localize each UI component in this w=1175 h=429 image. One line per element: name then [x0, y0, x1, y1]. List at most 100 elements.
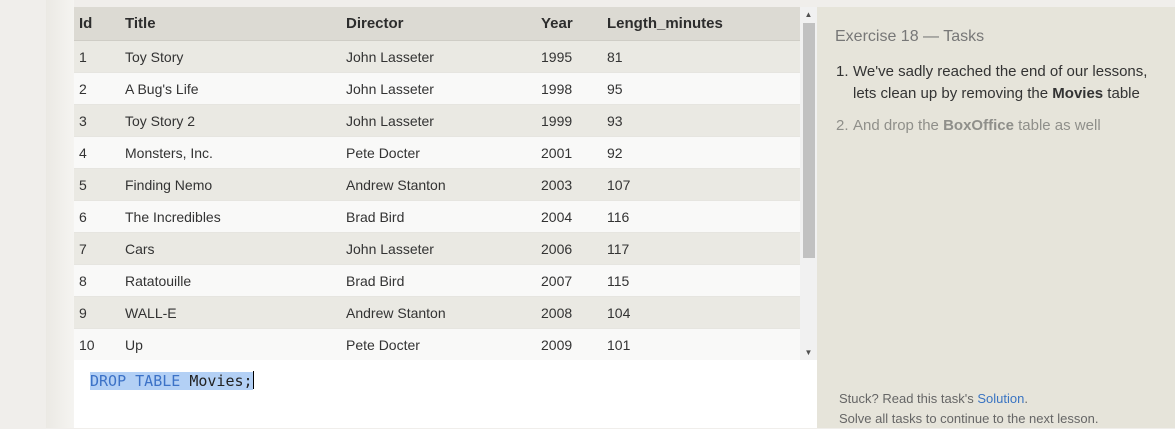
cell-director: Pete Docter [346, 328, 541, 360]
cell-length-minutes: 115 [607, 264, 800, 297]
help-suffix: . [1024, 391, 1028, 406]
cell-director: John Lasseter [346, 104, 541, 137]
cell-title: Toy Story [125, 40, 346, 73]
cell-year: 2001 [541, 136, 607, 169]
cell-director: John Lasseter [346, 40, 541, 73]
task-table-name: Movies [1052, 85, 1104, 102]
column-header-length-minutes: Length_minutes [607, 7, 800, 41]
cell-length-minutes: 107 [607, 168, 800, 201]
cell-director: Brad Bird [346, 200, 541, 233]
table-row: 8 Ratatouille Brad Bird 2007 115 [74, 264, 800, 297]
scroll-up-arrow-icon[interactable]: ▲ [804, 10, 813, 19]
table-row: 7 Cars John Lasseter 2006 117 [74, 232, 800, 265]
table-row: 2 A Bug's Life John Lasseter 1998 95 [74, 72, 800, 105]
task-text: And drop the BoxOffice table as well [853, 115, 1166, 137]
cell-year: 2009 [541, 328, 607, 360]
cell-director: John Lasseter [346, 72, 541, 105]
help-text: Stuck? Read this task's Solution. Solve … [839, 389, 1098, 429]
sql-statement-rest: Movies; [180, 372, 253, 390]
cell-length-minutes: 116 [607, 200, 800, 233]
scroll-down-arrow-icon[interactable]: ▼ [804, 348, 813, 357]
text-cursor [252, 371, 254, 389]
task-text-after: table [1103, 85, 1140, 102]
cell-director: Andrew Stanton [346, 296, 541, 329]
cell-year: 2008 [541, 296, 607, 329]
table-row: 9 WALL-E Andrew Stanton 2008 104 [74, 296, 800, 329]
left-gutter [0, 0, 46, 428]
cell-id: 3 [74, 104, 125, 137]
sql-selection: DROP TABLE Movies; [90, 372, 253, 390]
cell-title: Up [125, 328, 346, 360]
table-row: 10 Up Pete Docter 2009 101 [74, 328, 800, 360]
cell-year: 1999 [541, 104, 607, 137]
column-header-year: Year [541, 7, 607, 41]
cell-id: 10 [74, 328, 125, 360]
table-row: 4 Monsters, Inc. Pete Docter 2001 92 [74, 136, 800, 169]
cell-id: 2 [74, 72, 125, 105]
column-header-id: Id [74, 7, 125, 41]
results-header-row: Id Title Director Year Length_minutes [74, 7, 800, 41]
task-text-after: table as well [1013, 117, 1101, 134]
sql-editor-line[interactable]: DROP TABLE Movies; [90, 371, 254, 390]
cell-id: 9 [74, 296, 125, 329]
scroll-thumb[interactable] [803, 23, 815, 258]
task-text: We've sadly reached the end of our lesso… [853, 61, 1166, 105]
tasks-panel: Exercise 18 — Tasks 1. We've sadly reach… [817, 7, 1175, 428]
cell-id: 5 [74, 168, 125, 201]
task-number: 2. [836, 117, 849, 134]
table-row: 1 Toy Story John Lasseter 1995 81 [74, 40, 800, 73]
task-text-before: We've sadly reached the end of our lesso… [853, 63, 1148, 102]
cell-title: The Incredibles [125, 200, 346, 233]
cell-length-minutes: 101 [607, 328, 800, 360]
results-table: Id Title Director Year Length_minutes 1 … [74, 7, 800, 360]
results-panel: Id Title Director Year Length_minutes 1 … [74, 7, 817, 360]
help-prefix: Stuck? Read this task's [839, 391, 978, 406]
cell-length-minutes: 104 [607, 296, 800, 329]
cell-year: 2007 [541, 264, 607, 297]
cell-title: WALL-E [125, 296, 346, 329]
cell-id: 7 [74, 232, 125, 265]
table-row: 5 Finding Nemo Andrew Stanton 2003 107 [74, 168, 800, 201]
cell-length-minutes: 117 [607, 232, 800, 265]
task-item-2: 2. And drop the BoxOffice table as well [836, 115, 1166, 137]
cell-length-minutes: 81 [607, 40, 800, 73]
cell-id: 4 [74, 136, 125, 169]
cell-length-minutes: 92 [607, 136, 800, 169]
cell-title: Cars [125, 232, 346, 265]
task-table-name: BoxOffice [943, 117, 1014, 134]
cell-title: A Bug's Life [125, 72, 346, 105]
sql-editor[interactable]: DROP TABLE Movies; [74, 360, 817, 428]
cell-id: 8 [74, 264, 125, 297]
column-header-director: Director [346, 7, 541, 41]
cell-id: 1 [74, 40, 125, 73]
solution-link[interactable]: Solution [977, 391, 1025, 406]
task-text-before: And drop the [853, 117, 944, 134]
cell-title: Ratatouille [125, 264, 346, 297]
task-item-1: 1. We've sadly reached the end of our le… [836, 61, 1166, 105]
left-shadow [46, 0, 74, 428]
cell-id: 6 [74, 200, 125, 233]
results-scrollbar[interactable]: ▲ ▼ [800, 7, 817, 360]
cell-year: 1998 [541, 72, 607, 105]
cell-length-minutes: 93 [607, 104, 800, 137]
table-row: 3 Toy Story 2 John Lasseter 1999 93 [74, 104, 800, 137]
cell-length-minutes: 95 [607, 72, 800, 105]
column-header-title: Title [125, 7, 346, 41]
cell-title: Monsters, Inc. [125, 136, 346, 169]
task-number: 1. [836, 63, 849, 80]
cell-director: Pete Docter [346, 136, 541, 169]
cell-title: Toy Story 2 [125, 104, 346, 137]
table-row: 6 The Incredibles Brad Bird 2004 116 [74, 200, 800, 233]
help-line-2: Solve all tasks to continue to the next … [839, 411, 1099, 426]
cell-director: Brad Bird [346, 264, 541, 297]
sql-keyword: DROP TABLE [90, 372, 181, 390]
cell-year: 2003 [541, 168, 607, 201]
cell-director: Andrew Stanton [346, 168, 541, 201]
cell-year: 2004 [541, 200, 607, 233]
cell-year: 2006 [541, 232, 607, 265]
cell-title: Finding Nemo [125, 168, 346, 201]
cell-director: John Lasseter [346, 232, 541, 265]
cell-year: 1995 [541, 40, 607, 73]
help-line-1: Stuck? Read this task's Solution. [839, 389, 1098, 409]
tasks-title: Exercise 18 — Tasks [835, 28, 985, 45]
